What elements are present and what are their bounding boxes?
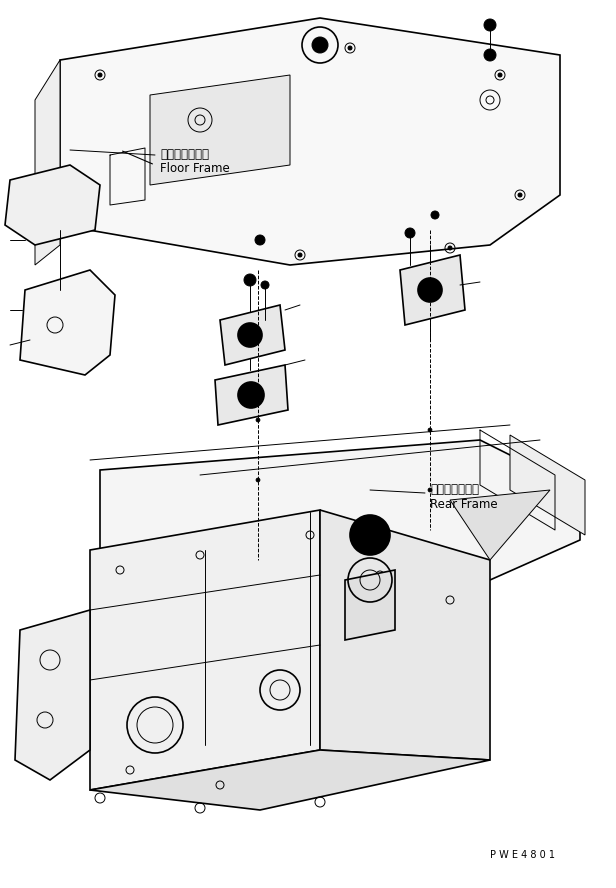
Circle shape bbox=[98, 73, 102, 77]
Polygon shape bbox=[90, 510, 320, 790]
Circle shape bbox=[312, 37, 328, 53]
Circle shape bbox=[298, 253, 302, 257]
Circle shape bbox=[238, 323, 262, 347]
Polygon shape bbox=[15, 610, 90, 780]
Text: Floor Frame: Floor Frame bbox=[160, 162, 230, 175]
Polygon shape bbox=[450, 490, 550, 560]
Polygon shape bbox=[320, 510, 490, 760]
Polygon shape bbox=[400, 255, 465, 325]
Circle shape bbox=[255, 235, 265, 245]
Text: P W E 4 8 0 1: P W E 4 8 0 1 bbox=[490, 850, 555, 860]
Circle shape bbox=[246, 390, 256, 400]
Circle shape bbox=[244, 274, 256, 286]
Polygon shape bbox=[510, 435, 585, 535]
Polygon shape bbox=[60, 18, 560, 265]
Circle shape bbox=[256, 478, 260, 482]
Circle shape bbox=[405, 228, 415, 238]
Circle shape bbox=[317, 42, 323, 48]
Circle shape bbox=[431, 211, 439, 219]
Circle shape bbox=[448, 246, 452, 250]
Circle shape bbox=[350, 515, 390, 555]
Text: フロアフレーム: フロアフレーム bbox=[160, 148, 209, 162]
Circle shape bbox=[518, 193, 522, 197]
Polygon shape bbox=[215, 365, 288, 425]
Polygon shape bbox=[220, 305, 285, 365]
Circle shape bbox=[425, 285, 435, 295]
Polygon shape bbox=[35, 60, 60, 265]
Circle shape bbox=[428, 488, 432, 492]
Circle shape bbox=[498, 73, 502, 77]
Polygon shape bbox=[90, 750, 490, 810]
Circle shape bbox=[245, 330, 255, 340]
Polygon shape bbox=[100, 440, 580, 600]
Text: リヤーフレーム: リヤーフレーム bbox=[430, 483, 479, 496]
Circle shape bbox=[238, 382, 264, 408]
Circle shape bbox=[261, 281, 269, 289]
Polygon shape bbox=[5, 165, 100, 245]
Circle shape bbox=[484, 19, 496, 31]
Circle shape bbox=[256, 418, 260, 422]
Polygon shape bbox=[20, 270, 115, 375]
Polygon shape bbox=[345, 570, 395, 640]
Circle shape bbox=[348, 46, 352, 50]
Circle shape bbox=[484, 49, 496, 61]
Circle shape bbox=[428, 428, 432, 432]
Text: Rear Frame: Rear Frame bbox=[430, 498, 498, 511]
Polygon shape bbox=[150, 75, 290, 185]
Circle shape bbox=[418, 278, 442, 302]
